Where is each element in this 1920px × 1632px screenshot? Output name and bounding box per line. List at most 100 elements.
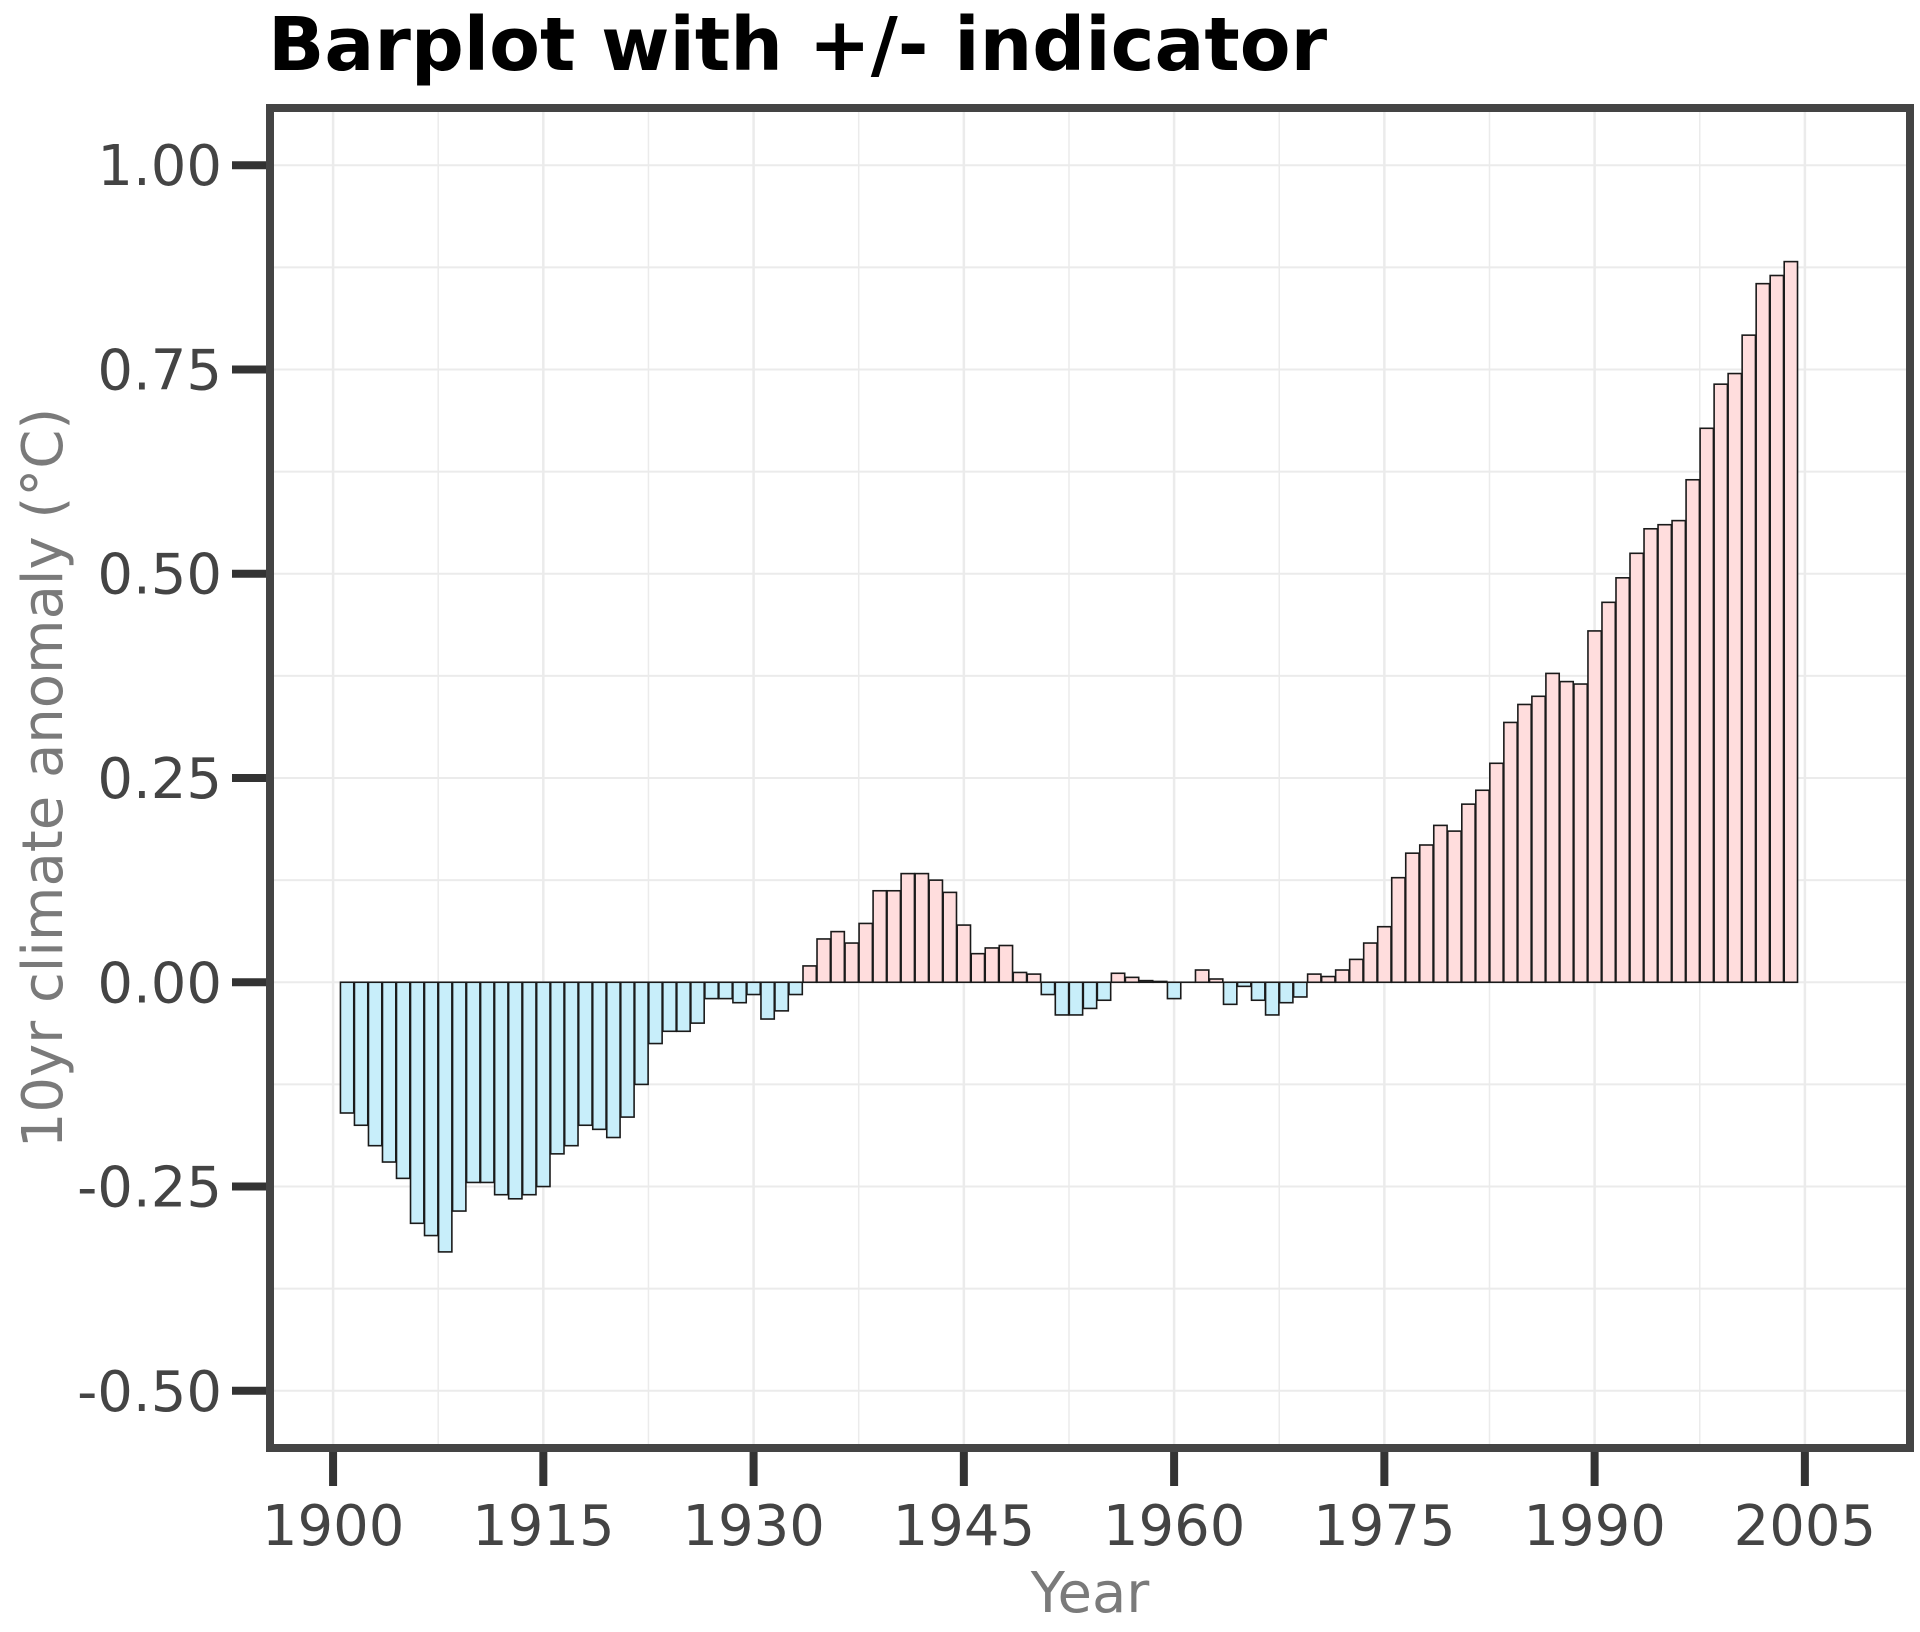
bar: [1755, 282, 1771, 984]
bar: [676, 981, 691, 1033]
bar: [451, 981, 467, 1212]
bar: [830, 930, 846, 984]
bar: [507, 981, 523, 1200]
bar: [1124, 976, 1140, 984]
bar: [1222, 981, 1238, 1006]
bar: [914, 872, 930, 984]
bar: [367, 981, 383, 1147]
bar: [718, 981, 734, 1000]
bar: [1713, 383, 1729, 984]
bar: [521, 981, 537, 1196]
bar: [1166, 981, 1182, 1000]
bar: [1404, 852, 1420, 984]
bar: [437, 981, 453, 1253]
bar: [858, 922, 874, 984]
bar: [1110, 972, 1126, 984]
chart-title: Barplot with +/- indicator: [268, 2, 1328, 88]
bar: [591, 981, 607, 1131]
bar: [1390, 876, 1406, 984]
bar: [1461, 803, 1476, 984]
y-tick-label: -0.50: [77, 1360, 222, 1425]
bar: [690, 981, 705, 1024]
bar: [1503, 721, 1518, 984]
bar: [1250, 981, 1266, 1002]
bar: [662, 981, 677, 1033]
bar: [816, 938, 832, 984]
bar: [1264, 981, 1280, 1016]
bar: [339, 981, 355, 1114]
bar: [1348, 958, 1364, 984]
bar: [1362, 942, 1378, 984]
bar: [1208, 978, 1224, 984]
x-tick-label: 1960: [1103, 1494, 1246, 1559]
bar: [746, 981, 762, 996]
bar: [605, 981, 621, 1139]
bar: [1152, 980, 1168, 984]
bar: [648, 981, 663, 1045]
bar: [928, 879, 944, 984]
y-tick-label: -0.25: [77, 1156, 222, 1221]
bar: [1054, 981, 1070, 1016]
x-axis: 1900 1915 1930 1945 1960 1975 1990 2005: [262, 1452, 1876, 1559]
bar: [1320, 975, 1336, 984]
grid-layer: [270, 108, 1911, 1448]
bar: [633, 981, 649, 1086]
bar: [1082, 981, 1098, 1010]
bar: [704, 981, 719, 1000]
plot-frame: [266, 104, 1914, 1452]
y-tick-label: 0.00: [97, 951, 222, 1016]
bar: [549, 981, 565, 1155]
bar: [1418, 844, 1434, 984]
bar: [1138, 979, 1154, 984]
x-tick-label: 1900: [262, 1494, 405, 1559]
bar: [493, 981, 509, 1196]
x-tick-label: 2005: [1734, 1494, 1877, 1559]
x-axis-title: Year: [1030, 1561, 1151, 1626]
bar: [1517, 703, 1532, 984]
x-tick-label: 1975: [1313, 1494, 1456, 1559]
bar: [479, 981, 495, 1184]
bar: [900, 872, 916, 984]
bar: [535, 981, 551, 1188]
y-tick-label: 0.50: [97, 543, 222, 608]
bar: [423, 981, 439, 1237]
bar: [1573, 683, 1589, 984]
bar: [942, 891, 958, 984]
bar: [619, 981, 635, 1118]
bar: [1643, 527, 1659, 984]
x-tick-label: 1915: [472, 1494, 615, 1559]
bar: [970, 952, 986, 984]
bar: [381, 981, 397, 1163]
bar: [1699, 427, 1715, 984]
bar: [1559, 680, 1575, 984]
bar: [353, 981, 369, 1127]
bar: [1685, 478, 1701, 984]
bar: [563, 981, 579, 1147]
bar: [984, 947, 1000, 984]
bar: [998, 944, 1014, 984]
bar: [409, 981, 425, 1225]
bar: [577, 981, 593, 1127]
y-tick-label: 1.00: [97, 134, 222, 199]
bar: [1012, 971, 1028, 984]
bar: [1306, 973, 1322, 984]
bar: [395, 981, 411, 1180]
bar: [956, 924, 972, 984]
bar-layer: [339, 260, 1799, 1253]
bar: [1601, 601, 1617, 984]
bar: [1741, 334, 1757, 984]
y-axis-title: 10yr climate anomaly (°C): [11, 408, 76, 1148]
bar: [1432, 824, 1448, 984]
bar: [1783, 260, 1799, 984]
x-tick-label: 1990: [1523, 1494, 1666, 1559]
bar: [1096, 981, 1112, 1002]
bar: [1026, 973, 1042, 984]
bar: [1615, 577, 1631, 984]
y-tick-label: 0.25: [97, 747, 222, 812]
bar: [886, 889, 902, 984]
bar: [1489, 762, 1504, 984]
y-tick-label: 0.75: [97, 338, 222, 403]
bar: [1531, 695, 1547, 984]
